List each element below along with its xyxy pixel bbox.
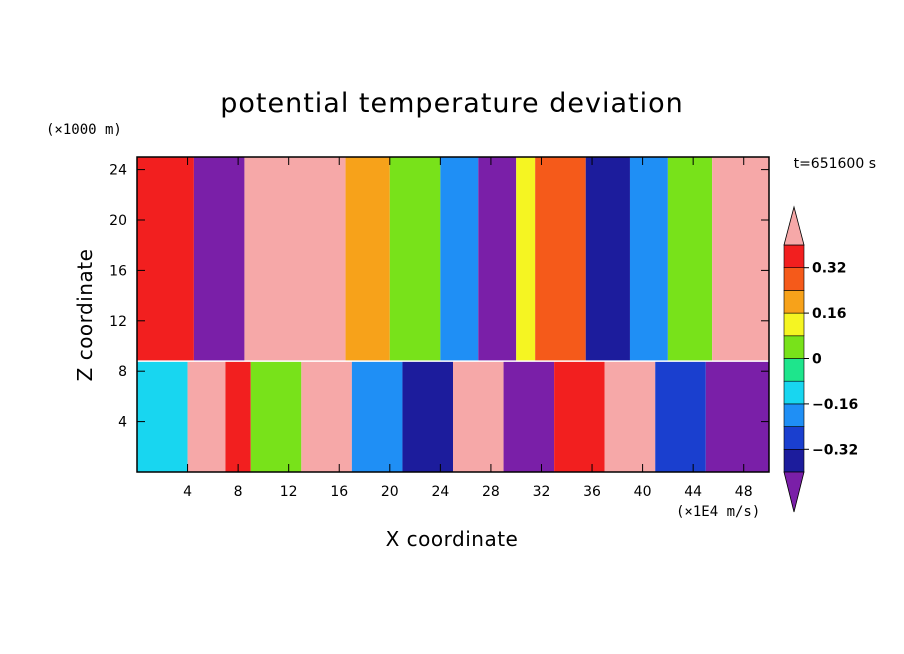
upper-band-11: [667, 157, 713, 362]
x-tick-label-2: 12: [280, 484, 298, 500]
x-tick-label-4: 20: [381, 484, 399, 500]
x-tick-label-7: 32: [533, 484, 551, 500]
x-axis: 4 8 12 16 20 24 28 32 36 40 44 48: [183, 157, 753, 500]
colorbar-box-8: [783, 267, 805, 291]
lower-patch-2: [225, 361, 251, 472]
time-label: t=651600 s: [794, 156, 876, 172]
lower-patch-6: [402, 361, 453, 472]
x-tick-label-8: 36: [583, 484, 601, 500]
colorbar-bottom-arrow: [783, 471, 805, 513]
x-tick-label-11: 48: [735, 484, 753, 500]
lower-patch-5: [351, 361, 403, 472]
colorbar-label-3: −0.16: [812, 397, 858, 413]
colorbar: 0.32 0.16 0 −0.16 −0.32: [783, 205, 858, 513]
colorbar-top-arrow: [783, 205, 805, 246]
colorbar-box-1: [783, 426, 805, 450]
colorbar-box-3: [783, 380, 805, 405]
upper-band-5: [440, 157, 479, 362]
plot-area: [137, 157, 769, 472]
lower-patch-7: [453, 361, 504, 472]
x-tick-label-1: 8: [234, 484, 243, 500]
colorbar-box-4: [783, 358, 805, 382]
upper-band-12: [712, 157, 769, 362]
x-tick-label-6: 28: [482, 484, 500, 500]
y-axis: 4 8 12 16 20 24: [109, 163, 769, 431]
lower-patch-0: [137, 361, 188, 472]
lower-patch-9: [554, 361, 605, 472]
upper-band-7: [516, 157, 536, 362]
colorbar-label-0: 0.32: [812, 261, 847, 277]
x-tick-label-10: 44: [684, 484, 702, 500]
chart-title: potential temperature deviation: [220, 88, 683, 119]
y-tick-label-3: 16: [109, 263, 127, 279]
y-tick-label-0: 4: [118, 415, 127, 431]
lower-patch-4: [301, 361, 352, 472]
x-tick-label-5: 24: [431, 484, 449, 500]
lower-patch-12: [705, 361, 769, 472]
y-axis-label: Z coordinate: [73, 249, 97, 382]
upper-band-3: [345, 157, 390, 362]
y-tick-label-4: 20: [109, 213, 127, 229]
colorbar-box-9: [783, 244, 805, 269]
colorbar-box-7: [783, 290, 805, 314]
upper-band-9: [585, 157, 630, 362]
lower-patch-8: [503, 361, 555, 472]
x-tick-label-9: 40: [634, 484, 652, 500]
upper-band-6: [478, 157, 517, 362]
y-tick-label-5: 24: [109, 163, 127, 179]
colorbar-label-4: −0.32: [812, 442, 858, 458]
y-tick-label-2: 12: [109, 314, 127, 330]
lower-patch-11: [655, 361, 706, 472]
x-tick-label-0: 4: [183, 484, 192, 500]
colorbar-box-6: [783, 312, 805, 337]
upper-band-10: [629, 157, 668, 362]
colorbar-box-5: [783, 335, 805, 359]
upper-band-4: [389, 157, 441, 362]
colorbar-box-2: [783, 403, 805, 427]
x-axis-label: X coordinate: [386, 527, 519, 551]
y-unit-label: (×1000 m): [46, 122, 122, 138]
upper-band-8: [535, 157, 586, 362]
colorbar-box-0: [783, 448, 805, 473]
lower-patch-10: [604, 361, 656, 472]
x-tick-label-3: 16: [330, 484, 348, 500]
x-unit-label: (×1E4 m/s): [676, 504, 760, 520]
upper-band-0: [137, 157, 194, 362]
upper-band-1: [193, 157, 245, 362]
colorbar-label-1: 0.16: [812, 306, 847, 322]
lower-patch-3: [250, 361, 302, 472]
y-tick-label-1: 8: [118, 364, 127, 380]
lower-patch-1: [187, 361, 226, 472]
colorbar-label-2: 0: [812, 352, 822, 368]
upper-band-2: [244, 157, 346, 362]
plot-frame: [136, 156, 770, 473]
